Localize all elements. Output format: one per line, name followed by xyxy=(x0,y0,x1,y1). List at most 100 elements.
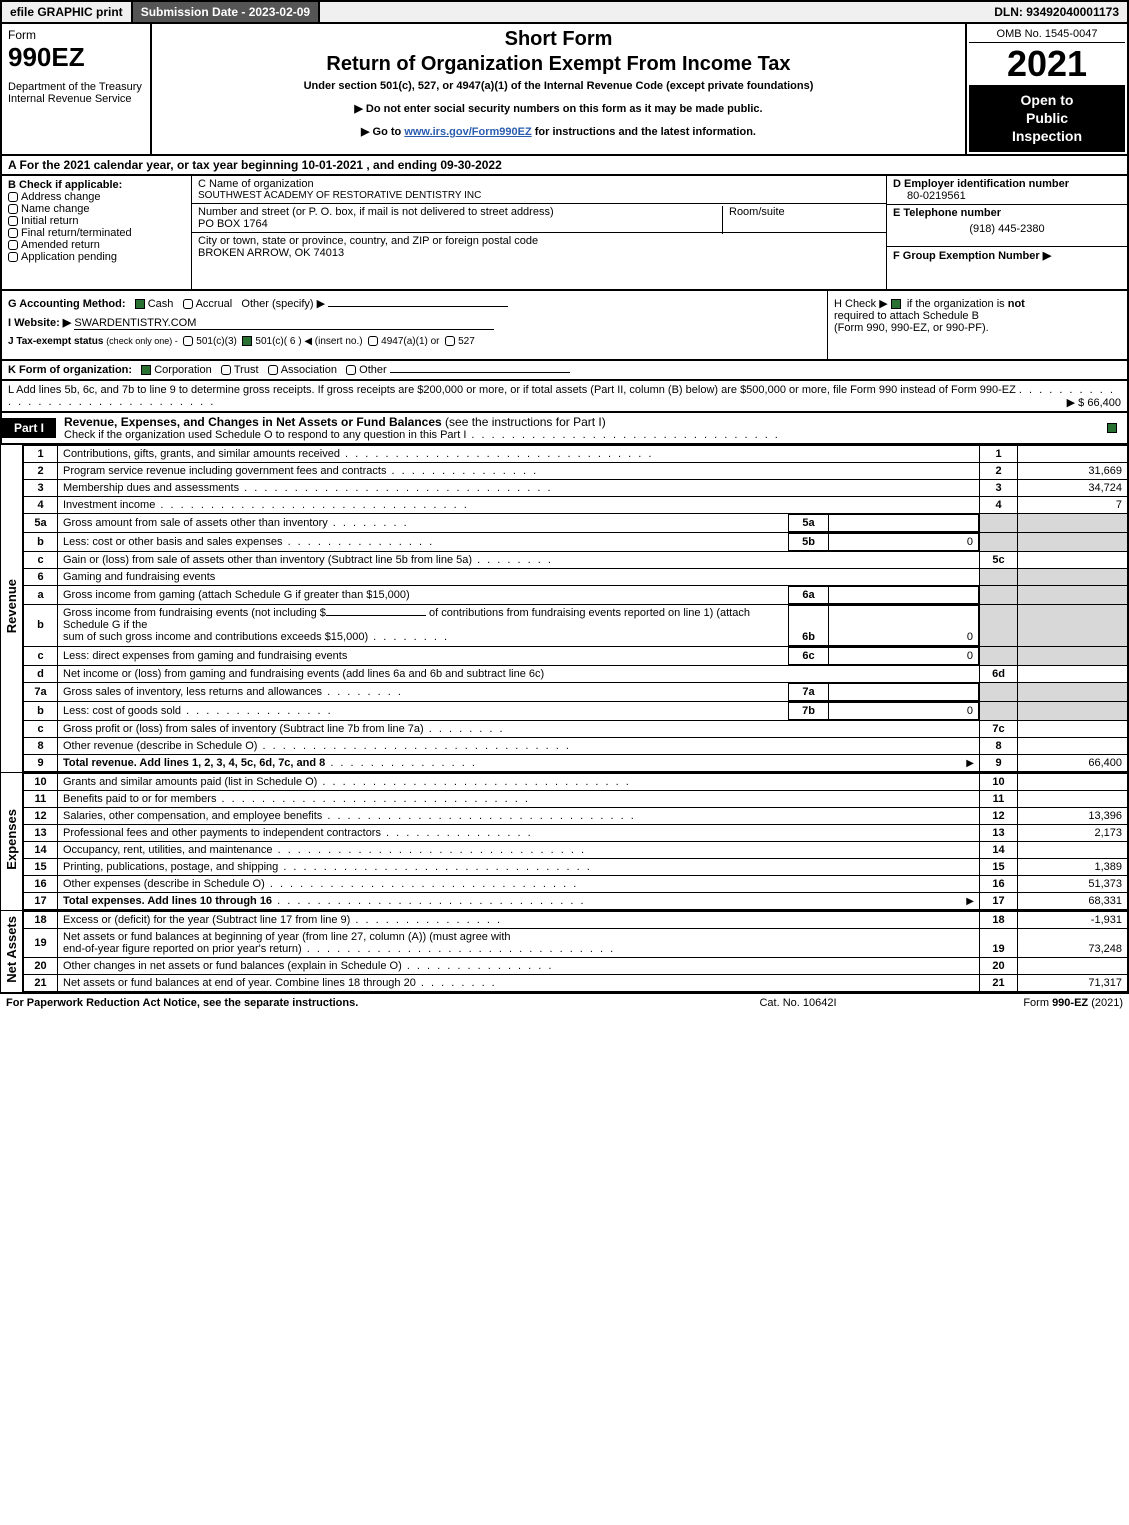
submission-date-btn[interactable]: Submission Date - 2023-02-09 xyxy=(133,2,320,22)
open1: Open to xyxy=(1021,92,1074,108)
j-501c3-check[interactable] xyxy=(183,336,193,346)
h-text4: (Form 990, 990-EZ, or 990-PF). xyxy=(834,322,989,334)
k-other-check[interactable] xyxy=(346,365,356,375)
g-other-field[interactable] xyxy=(328,306,508,307)
tax-year: 2021 xyxy=(969,43,1125,85)
j-o4: 527 xyxy=(458,336,475,347)
g-cash: Cash xyxy=(148,298,174,310)
j-527-check[interactable] xyxy=(445,336,455,346)
k-corp: Corporation xyxy=(154,364,211,376)
line-6d: d Net income or (loss) from gaming and f… xyxy=(24,665,1128,682)
g-cash-check[interactable] xyxy=(135,299,145,309)
k-lbl: K Form of organization: xyxy=(8,364,132,376)
b-opt-initial[interactable]: Initial return xyxy=(8,215,185,227)
l2-amt: 31,669 xyxy=(1018,462,1128,479)
org-name: SOUTHWEST ACADEMY OF RESTORATIVE DENTIST… xyxy=(198,190,880,201)
footer-right: Form 990-EZ (2021) xyxy=(923,997,1123,1009)
b-opt-address[interactable]: Address change xyxy=(8,191,185,203)
j-o2: 501(c)( 6 ) ◀ (insert no.) xyxy=(255,336,362,347)
j-lbl: J Tax-exempt status xyxy=(8,336,103,347)
g-accrual: Accrual xyxy=(196,298,233,310)
g-other: Other (specify) ▶ xyxy=(241,298,325,310)
line-14: 14 Occupancy, rent, utilities, and maint… xyxy=(24,841,1128,858)
part-i-endcheck[interactable] xyxy=(1099,422,1127,434)
k-other: Other xyxy=(359,364,387,376)
b-opt-final[interactable]: Final return/terminated xyxy=(8,227,185,239)
row-l: L Add lines 5b, 6c, and 7b to line 9 to … xyxy=(0,381,1129,413)
b-opt-pending[interactable]: Application pending xyxy=(8,251,185,263)
h-not: not xyxy=(1008,298,1025,310)
line-13: 13 Professional fees and other payments … xyxy=(24,824,1128,841)
l9-amt: 66,400 xyxy=(1018,754,1128,771)
part-i-title: Revenue, Expenses, and Changes in Net As… xyxy=(56,413,1099,443)
line-8: 8 Other revenue (describe in Schedule O)… xyxy=(24,737,1128,754)
part-i-header: Part I Revenue, Expenses, and Changes in… xyxy=(0,413,1129,445)
j-sub: (check only one) - xyxy=(106,336,178,346)
line-20: 20 Other changes in net assets or fund b… xyxy=(24,957,1128,974)
line-18: 18 Excess or (deficit) for the year (Sub… xyxy=(24,911,1128,928)
line-1: 1 Contributions, gifts, grants, and simi… xyxy=(24,445,1128,462)
top-bar: efile GRAPHIC print Submission Date - 20… xyxy=(0,0,1129,24)
row-k: K Form of organization: Corporation Trus… xyxy=(0,361,1129,381)
h-text1: H Check ▶ xyxy=(834,298,888,310)
k-assoc-check[interactable] xyxy=(268,365,278,375)
note-goto-post: for instructions and the latest informat… xyxy=(532,126,756,138)
b-opt-amended[interactable]: Amended return xyxy=(8,239,185,251)
open-to-public: Open to Public Inspection xyxy=(969,85,1125,152)
c-city-lbl: City or town, state or province, country… xyxy=(198,235,880,247)
h-check[interactable] xyxy=(891,299,901,309)
header-center: Short Form Return of Organization Exempt… xyxy=(152,24,967,154)
side-expenses: Expenses xyxy=(1,772,23,910)
g-accrual-check[interactable] xyxy=(183,299,193,309)
j-501c-check[interactable] xyxy=(242,336,252,346)
efile-print-btn[interactable]: efile GRAPHIC print xyxy=(2,2,133,22)
l1-amt xyxy=(1018,445,1128,462)
k-assoc: Association xyxy=(281,364,337,376)
e-lbl: E Telephone number xyxy=(893,207,1001,219)
j-tax-exempt: J Tax-exempt status (check only one) - 5… xyxy=(8,336,821,347)
l21-amt: 71,317 xyxy=(1018,974,1128,991)
line-9: 9 Total revenue. Add lines 1, 2, 3, 4, 5… xyxy=(24,754,1128,771)
l3-amt: 34,724 xyxy=(1018,479,1128,496)
line-2: 2 Program service revenue including gove… xyxy=(24,462,1128,479)
l-amount: ▶ $ 66,400 xyxy=(1067,396,1121,409)
i-website: I Website: ▶ SWARDENTISTRY.COM xyxy=(8,316,821,330)
room-suite-lbl: Room/suite xyxy=(722,206,785,234)
dept-line1: Department of the Treasury xyxy=(8,81,144,93)
k-trust: Trust xyxy=(234,364,259,376)
b-label: B Check if applicable: xyxy=(8,179,185,191)
col-def: D Employer identification number 80-0219… xyxy=(887,176,1127,289)
j-4947-check[interactable] xyxy=(368,336,378,346)
l5b-amt: 0 xyxy=(829,533,979,550)
c-street-lbl: Number and street (or P. O. box, if mail… xyxy=(198,206,718,218)
line-4: 4 Investment income 4 7 xyxy=(24,496,1128,513)
b-opt-name[interactable]: Name change xyxy=(8,203,185,215)
line-10: 10 Grants and similar amounts paid (list… xyxy=(24,773,1128,790)
form-word: Form xyxy=(8,28,144,42)
website-field: SWARDENTISTRY.COM xyxy=(74,317,494,330)
k-corp-check[interactable] xyxy=(141,365,151,375)
c-city-row: City or town, state or province, country… xyxy=(192,233,886,261)
l18-amt: -1,931 xyxy=(1018,911,1128,928)
d-ein: D Employer identification number 80-0219… xyxy=(887,176,1127,205)
k-other-field[interactable] xyxy=(390,372,570,373)
side-revenue: Revenue xyxy=(1,445,23,773)
row-a-tax-year: A For the 2021 calendar year, or tax yea… xyxy=(0,156,1129,176)
col-b-checks: B Check if applicable: Address change Na… xyxy=(2,176,192,289)
line-3: 3 Membership dues and assessments 3 34,7… xyxy=(24,479,1128,496)
form-header: Form 990EZ Department of the Treasury In… xyxy=(0,24,1129,156)
phone-value: (918) 445-2380 xyxy=(893,219,1121,235)
footer-left: For Paperwork Reduction Act Notice, see … xyxy=(6,997,673,1009)
line-21: 21 Net assets or fund balances at end of… xyxy=(24,974,1128,991)
k-trust-check[interactable] xyxy=(221,365,231,375)
line-5a: 5a Gross amount from sale of assets othe… xyxy=(24,513,1128,532)
c-street-row: Number and street (or P. O. box, if mail… xyxy=(192,204,886,233)
col-c-org: C Name of organization SOUTHWEST ACADEMY… xyxy=(192,176,887,289)
line-6a: a Gross income from gaming (attach Sched… xyxy=(24,585,1128,604)
c-name-lbl: C Name of organization xyxy=(198,178,880,190)
g-lbl: G Accounting Method: xyxy=(8,298,126,310)
irs-link[interactable]: www.irs.gov/Form990EZ xyxy=(404,126,531,138)
org-city: BROKEN ARROW, OK 74013 xyxy=(198,247,880,259)
f-group: F Group Exemption Number ▶ xyxy=(887,247,1127,289)
l6c-amt: 0 xyxy=(829,647,979,664)
